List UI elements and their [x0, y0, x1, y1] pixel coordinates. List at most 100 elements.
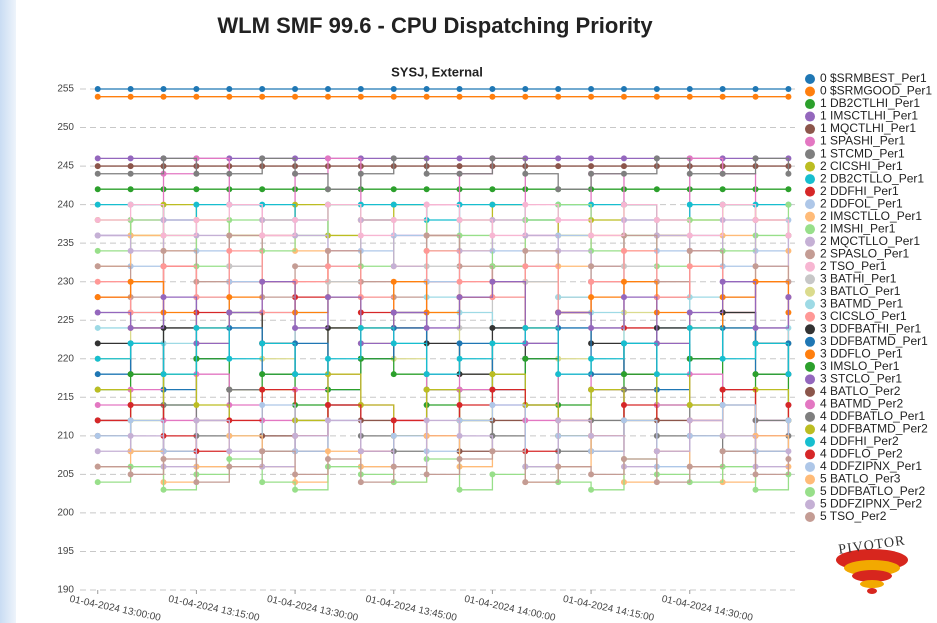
data-point	[193, 324, 200, 331]
data-point	[127, 417, 134, 424]
data-point	[94, 386, 101, 393]
data-point	[324, 355, 331, 362]
data-point	[160, 232, 167, 239]
legend-swatch	[805, 474, 815, 485]
data-point	[390, 371, 397, 378]
data-point	[686, 463, 693, 470]
logo-swirl	[867, 588, 877, 594]
data-point	[522, 201, 529, 208]
data-point	[423, 386, 430, 393]
legend-swatch	[805, 299, 815, 310]
legend-label: 3 BATHI_Per1	[820, 271, 897, 285]
data-point	[456, 86, 463, 92]
data-point	[292, 324, 299, 331]
legend-label: 4 DDFLO_Per2	[820, 447, 903, 461]
data-point	[752, 371, 759, 378]
data-point	[160, 371, 167, 378]
legend-swatch	[805, 174, 815, 185]
data-point	[324, 247, 331, 254]
data-point	[620, 86, 627, 92]
legend-swatch	[805, 261, 815, 272]
data-point	[226, 309, 233, 316]
data-point	[193, 186, 200, 193]
y-tick-label: 225	[57, 315, 74, 326]
legend-label: 4 DDFHI_Per2	[820, 434, 899, 448]
data-point	[390, 186, 397, 193]
data-point	[456, 455, 463, 462]
data-point	[324, 186, 331, 193]
data-point	[226, 386, 233, 393]
legend-swatch	[805, 449, 815, 460]
data-point	[555, 371, 562, 378]
data-point	[127, 324, 134, 331]
data-point	[292, 486, 299, 493]
data-point	[588, 93, 595, 100]
data-point	[94, 263, 101, 270]
legend-swatch	[805, 86, 815, 97]
data-point	[357, 448, 364, 455]
data-point	[94, 201, 101, 208]
data-point	[292, 217, 299, 224]
legend-swatch	[805, 374, 815, 385]
legend-swatch	[805, 461, 815, 472]
data-point	[94, 402, 101, 409]
panel	[16, 0, 937, 623]
data-point	[127, 163, 134, 170]
data-point	[94, 463, 101, 470]
data-point	[456, 163, 463, 170]
legend-swatch	[805, 199, 815, 210]
data-point	[160, 93, 167, 100]
data-point	[160, 455, 167, 462]
data-point	[686, 86, 693, 92]
data-point	[522, 479, 529, 486]
data-point	[193, 417, 200, 424]
data-point	[620, 455, 627, 462]
y-tick-label: 190	[57, 585, 74, 596]
data-point	[686, 263, 693, 270]
data-point	[94, 355, 101, 362]
data-point	[686, 247, 693, 254]
data-point	[653, 93, 660, 100]
data-point	[456, 432, 463, 439]
legend-swatch	[805, 211, 815, 222]
legend-swatch	[805, 136, 815, 147]
data-point	[588, 263, 595, 270]
data-point	[620, 170, 627, 177]
legend-swatch	[805, 411, 815, 422]
series-line	[97, 419, 790, 468]
legend-label: 4 DDFZIPNX_Per1	[820, 459, 922, 473]
legend-swatch	[805, 249, 815, 260]
data-point	[324, 263, 331, 270]
data-point	[686, 170, 693, 177]
data-point	[226, 455, 233, 462]
data-point	[226, 201, 233, 208]
data-point	[259, 155, 266, 162]
data-point	[620, 278, 627, 285]
legend-swatch	[805, 124, 815, 135]
data-point	[489, 324, 496, 331]
legend-label: 3 DDFBATHI_Per1	[820, 321, 921, 335]
data-point	[259, 402, 266, 409]
legend-label: 0 $SRMBEST_Per1	[820, 71, 927, 85]
y-tick-label: 250	[57, 122, 74, 133]
data-point	[686, 232, 693, 239]
legend-swatch	[805, 399, 815, 410]
data-point	[555, 86, 562, 92]
data-point	[686, 417, 693, 424]
data-point	[522, 170, 529, 177]
data-point	[324, 294, 331, 301]
legend-label: 2 IMSHI_Per1	[820, 221, 896, 235]
data-point	[127, 155, 134, 162]
data-point	[588, 324, 595, 331]
logo-swirl	[860, 580, 884, 588]
data-point	[390, 155, 397, 162]
data-point	[686, 93, 693, 100]
data-point	[785, 417, 792, 424]
data-point	[324, 201, 331, 208]
data-point	[94, 448, 101, 455]
data-point	[390, 86, 397, 92]
y-tick-label: 255	[57, 84, 74, 95]
data-point	[456, 294, 463, 301]
data-point	[752, 263, 759, 270]
